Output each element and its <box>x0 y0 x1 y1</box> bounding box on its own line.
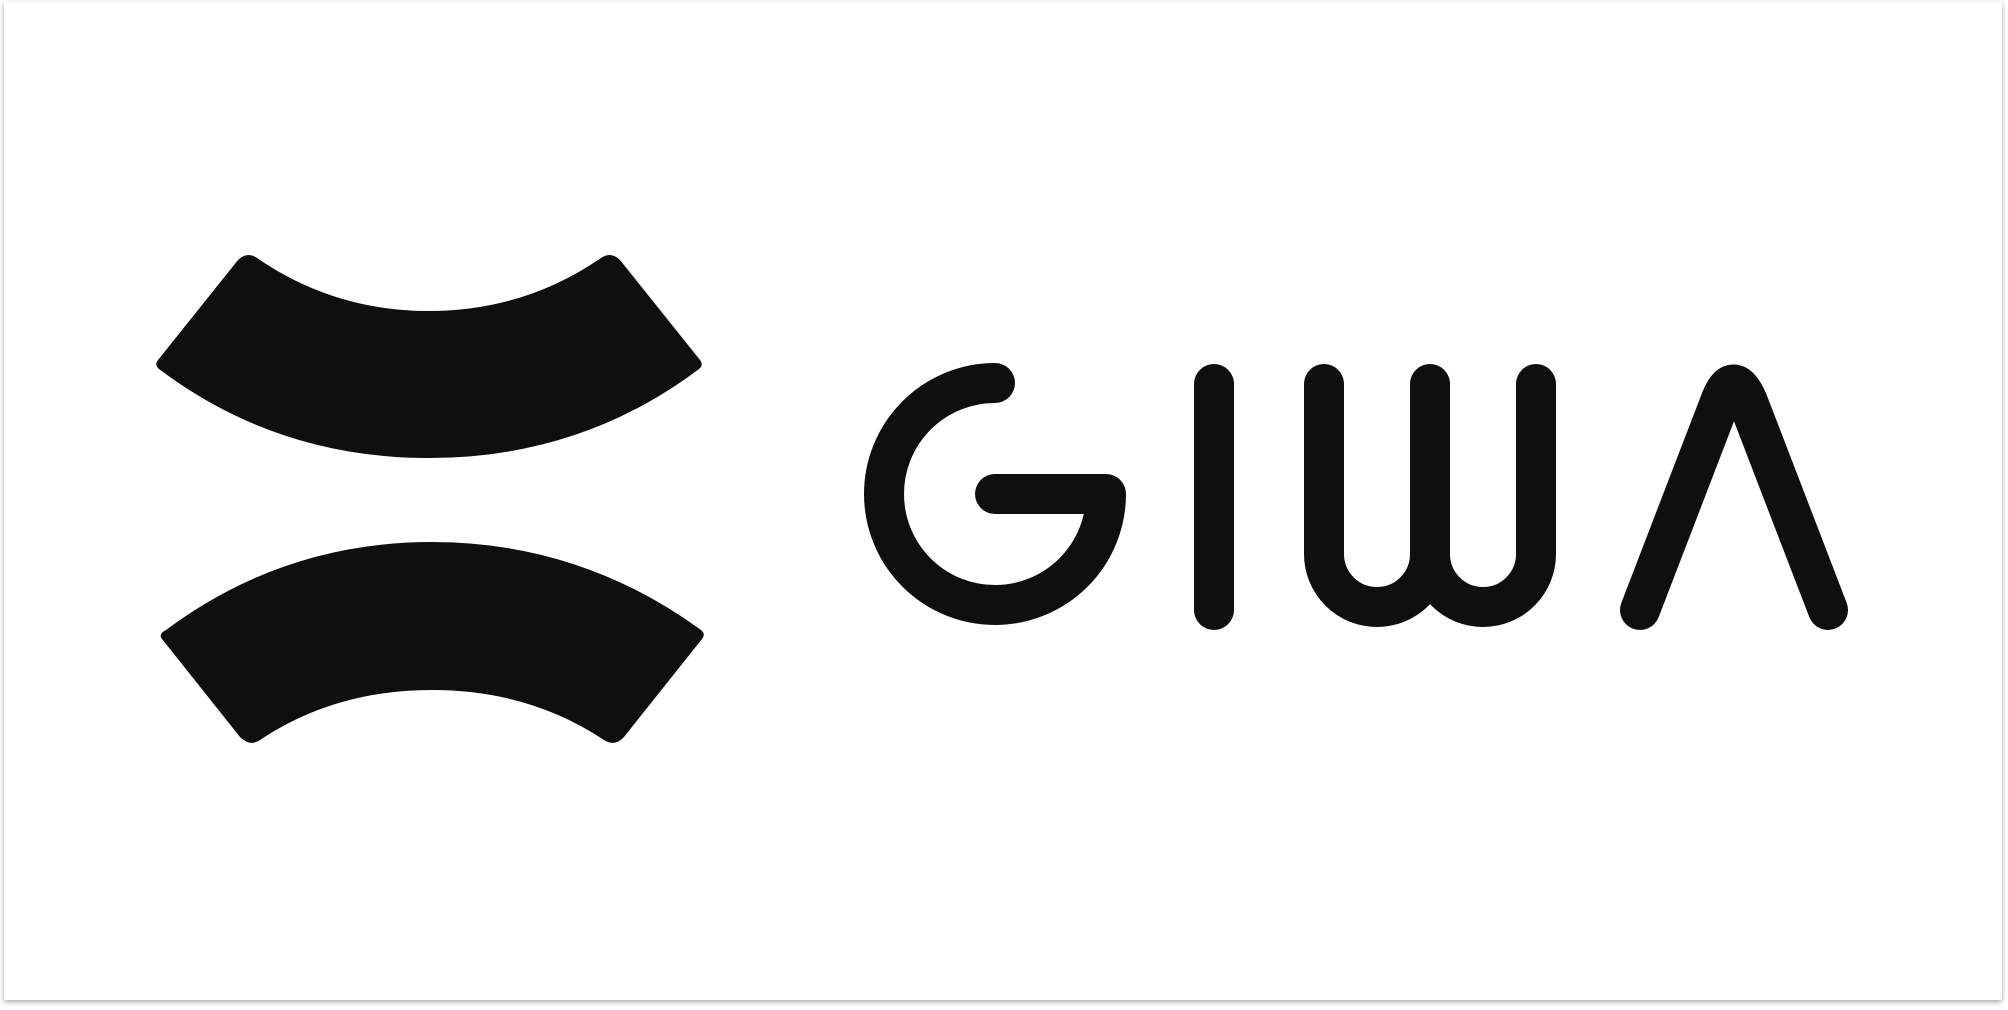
logo-card <box>4 2 2002 1000</box>
wordmark-letter-w <box>1304 364 1556 627</box>
emblem-icon <box>156 254 704 743</box>
wordmark-letter-g <box>864 363 1126 625</box>
wordmark <box>864 363 1848 630</box>
giwa-logo <box>156 254 1848 743</box>
emblem-upper-band <box>156 254 702 458</box>
emblem-lower-band <box>160 542 704 743</box>
wordmark-letter-a <box>1620 365 1848 630</box>
